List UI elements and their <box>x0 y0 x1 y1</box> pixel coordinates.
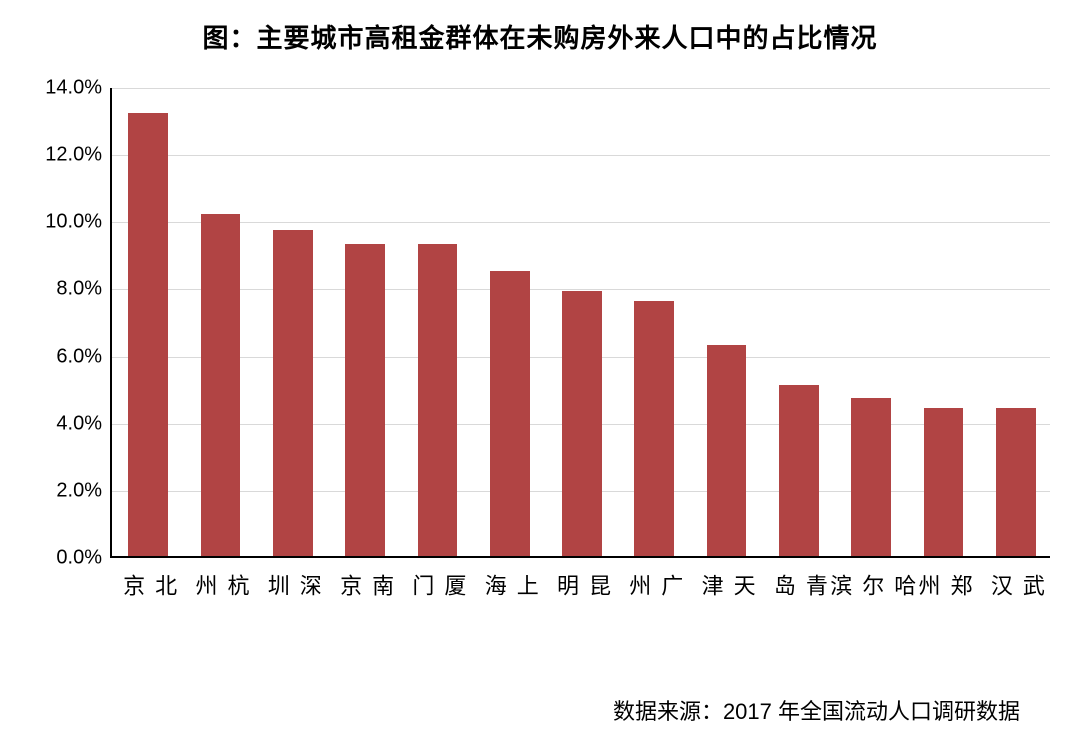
x-axis-tick-label: 天津 <box>695 574 759 598</box>
data-source: 数据来源：2017 年全国流动人口调研数据 <box>613 694 1020 726</box>
gridline <box>112 88 1050 89</box>
x-axis-tick-label: 南京 <box>333 574 397 598</box>
y-axis-tick-label: 8.0% <box>22 278 102 301</box>
y-axis-tick-label: 6.0% <box>22 345 102 368</box>
bar <box>490 271 530 556</box>
x-axis-tick-label: 郑州 <box>912 574 976 598</box>
y-axis-tick-label: 4.0% <box>22 412 102 435</box>
bar <box>201 214 241 556</box>
y-axis-tick-label: 12.0% <box>22 144 102 167</box>
gridline <box>112 222 1050 223</box>
x-axis-tick-label: 昆明 <box>550 574 614 598</box>
bar <box>418 244 458 556</box>
bar <box>273 230 313 556</box>
x-axis-tick-label: 武汉 <box>984 574 1048 598</box>
bar <box>924 408 964 556</box>
bar <box>128 113 168 556</box>
y-axis-tick-label: 0.0% <box>22 547 102 570</box>
y-axis-tick-label: 14.0% <box>22 77 102 100</box>
x-axis-tick-label: 广州 <box>622 574 686 598</box>
x-axis-tick-label: 深圳 <box>261 574 325 598</box>
bar <box>851 398 891 556</box>
x-axis-tick-label: 北京 <box>116 574 180 598</box>
bar <box>996 408 1036 556</box>
chart-container: 图：主要城市高租金群体在未购房外来人口中的占比情况 北京杭州深圳南京厦门上海昆明… <box>0 0 1080 748</box>
bar <box>345 244 385 556</box>
bar <box>707 345 747 557</box>
gridline <box>112 155 1050 156</box>
x-axis-tick-label: 厦门 <box>405 574 469 598</box>
chart-title: 图：主要城市高租金群体在未购房外来人口中的占比情况 <box>0 18 1080 55</box>
plot-area: 北京杭州深圳南京厦门上海昆明广州天津青岛哈尔滨郑州武汉 <box>110 88 1050 558</box>
x-axis-tick-label: 上海 <box>478 574 542 598</box>
bar <box>779 385 819 556</box>
x-axis-tick-label: 杭州 <box>188 574 252 598</box>
y-axis-tick-label: 10.0% <box>22 211 102 234</box>
x-axis-tick-label: 哈尔滨 <box>823 574 919 598</box>
y-axis-tick-label: 2.0% <box>22 479 102 502</box>
bar <box>562 291 602 556</box>
bar <box>634 301 674 556</box>
x-axis-tick-label: 青岛 <box>767 574 831 598</box>
